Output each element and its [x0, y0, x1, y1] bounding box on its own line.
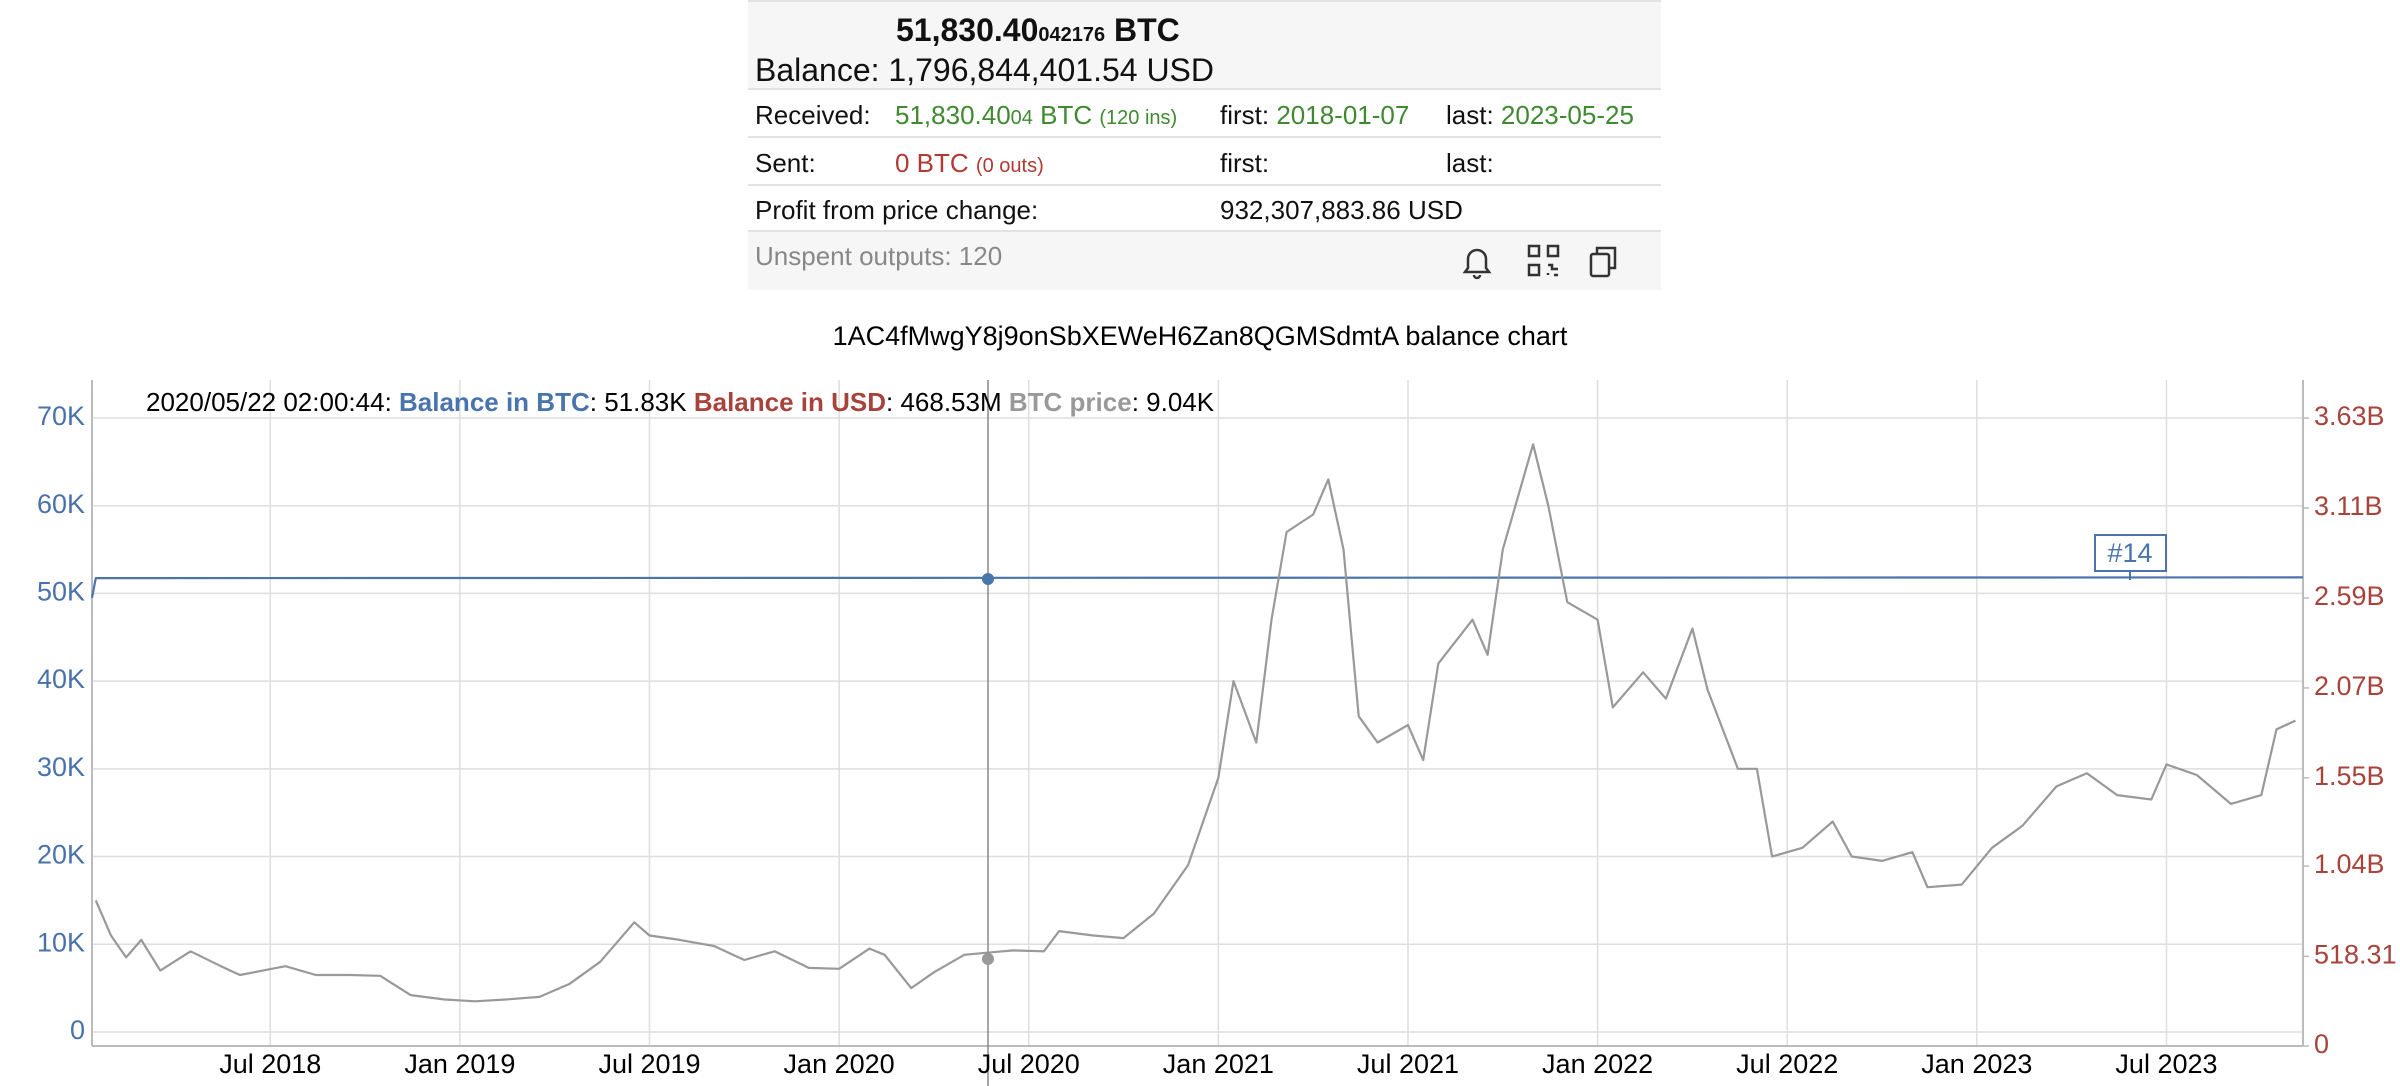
unspent: Unspent outputs: 120	[755, 241, 1003, 271]
tooltip-value: 51.83K	[604, 387, 687, 417]
label: Received:	[755, 100, 871, 130]
address-summary: 51,830.40042176 BTC Balance: 1,796,844,4…	[748, 0, 1661, 290]
sent-row: Sent: 0 BTC (0 outs) first: last:	[748, 136, 1661, 184]
profit-value: 932,307,883.86 USD	[1220, 195, 1463, 225]
y-tick-label: 70K	[37, 401, 85, 431]
cell-bg	[1211, 232, 1661, 290]
amount: 51,830.40	[895, 100, 1011, 130]
count: (120 ins)	[1099, 107, 1178, 129]
bell-icon[interactable]	[1462, 248, 1492, 280]
x-tick-label: Jan 2022	[1542, 1049, 1653, 1079]
received-row: Received: 51,830.4004 BTC (120 ins) firs…	[748, 88, 1661, 136]
x-tick-label: Jul 2023	[2115, 1049, 2217, 1079]
y2-tick-label: 0	[2314, 1029, 2329, 1059]
label: Sent:	[755, 148, 816, 178]
y2-tick-label: 518.31	[2314, 939, 2397, 969]
unspent-row: Unspent outputs: 120	[748, 230, 1661, 290]
x-tick-label: Jul 2018	[219, 1049, 321, 1079]
btc-main: 51,830.40	[896, 12, 1039, 48]
y-tick-label: 10K	[37, 927, 85, 957]
qr-icon[interactable]	[1527, 244, 1560, 277]
flag[interactable]	[2094, 534, 2167, 572]
y2-tick-label: 3.11B	[2314, 491, 2383, 521]
y2-tick-label: 2.07B	[2314, 671, 2385, 701]
x-tick-label: Jul 2020	[978, 1049, 1080, 1079]
y-tick-label: 20K	[37, 840, 85, 870]
label: first:	[1220, 100, 1270, 130]
tooltip-date: 2020/05/22 02:00:44	[146, 387, 385, 417]
y-tick-label: 50K	[37, 577, 85, 607]
tooltip-value: 9.04K	[1146, 387, 1215, 417]
balance-row: 51,830.40042176 BTC Balance: 1,796,844,4…	[748, 0, 1661, 88]
count: (0 outs)	[975, 155, 1044, 177]
tooltip-name: Balance in BTC	[399, 387, 590, 417]
x-tick-label: Jul 2022	[1736, 1049, 1838, 1079]
y2-tick-label: 3.63B	[2314, 401, 2385, 431]
y2-tick-label: 2.59B	[2314, 581, 2385, 611]
amount-small: 04	[1010, 107, 1033, 129]
x-tick-label: Jul 2019	[598, 1049, 700, 1079]
date: 2018-01-07	[1276, 100, 1410, 130]
chart-title: 1AC4fMwgY8j9onSbXEWeH6Zan8QGMSdmtA balan…	[833, 321, 1568, 351]
y-tick-label: 30K	[37, 752, 85, 782]
series-line	[94, 443, 2296, 1003]
btc-unit: BTC	[1114, 12, 1180, 48]
x-tick-label: Jan 2023	[1921, 1049, 2032, 1079]
y2-tick-label: 1.55B	[2314, 761, 2385, 791]
tooltip-value: 468.53M	[900, 387, 1001, 417]
x-tick-label: Jul 2021	[1357, 1049, 1459, 1079]
x-tick-label: Jan 2021	[1163, 1049, 1274, 1079]
balance-btc: 51,830.40042176 BTC	[896, 12, 1180, 49]
x-tick-label: Jan 2020	[784, 1049, 895, 1079]
first-label: first:	[1220, 148, 1270, 178]
y-tick-label: 0	[70, 1015, 85, 1045]
x-tick-label: Jan 2019	[404, 1049, 515, 1079]
unit: BTC	[1040, 100, 1093, 130]
btc-small: 042176	[1038, 24, 1106, 46]
tooltip-name: BTC price	[1009, 387, 1132, 417]
toolbar	[1462, 244, 1617, 280]
y2-tick-label: 1.04B	[2314, 849, 2385, 879]
flag-label: #14	[2107, 538, 2152, 568]
date: 2023-05-25	[1500, 100, 1634, 130]
tooltip: 2020/05/22 02:00:44: Balance in BTC: 51.…	[146, 387, 1215, 417]
last-label: last:	[1446, 148, 1494, 178]
balance-usd: Balance: 1,796,844,401.54 USD	[755, 52, 1214, 88]
hover-point	[982, 573, 994, 585]
y-tick-label: 40K	[37, 664, 85, 694]
sent-amount: 0 BTC (0 outs)	[895, 148, 1044, 179]
first: first: 2018-01-07	[1220, 100, 1409, 131]
received-amount: 51,830.4004 BTC (120 ins)	[895, 100, 1177, 131]
label: Profit from price change:	[755, 195, 1039, 225]
y-tick-label: 60K	[37, 489, 85, 519]
amount: 0 BTC	[895, 148, 969, 178]
series-line	[90, 576, 2304, 599]
hover-point	[982, 953, 994, 965]
copy-icon[interactable]	[1589, 246, 1617, 278]
last: last: 2023-05-25	[1446, 100, 1634, 131]
tooltip-name: Balance in USD	[694, 387, 886, 417]
profit-row: Profit from price change: 932,307,883.86…	[748, 184, 1661, 230]
cell-bg	[748, 232, 1211, 290]
label: last:	[1446, 100, 1494, 130]
